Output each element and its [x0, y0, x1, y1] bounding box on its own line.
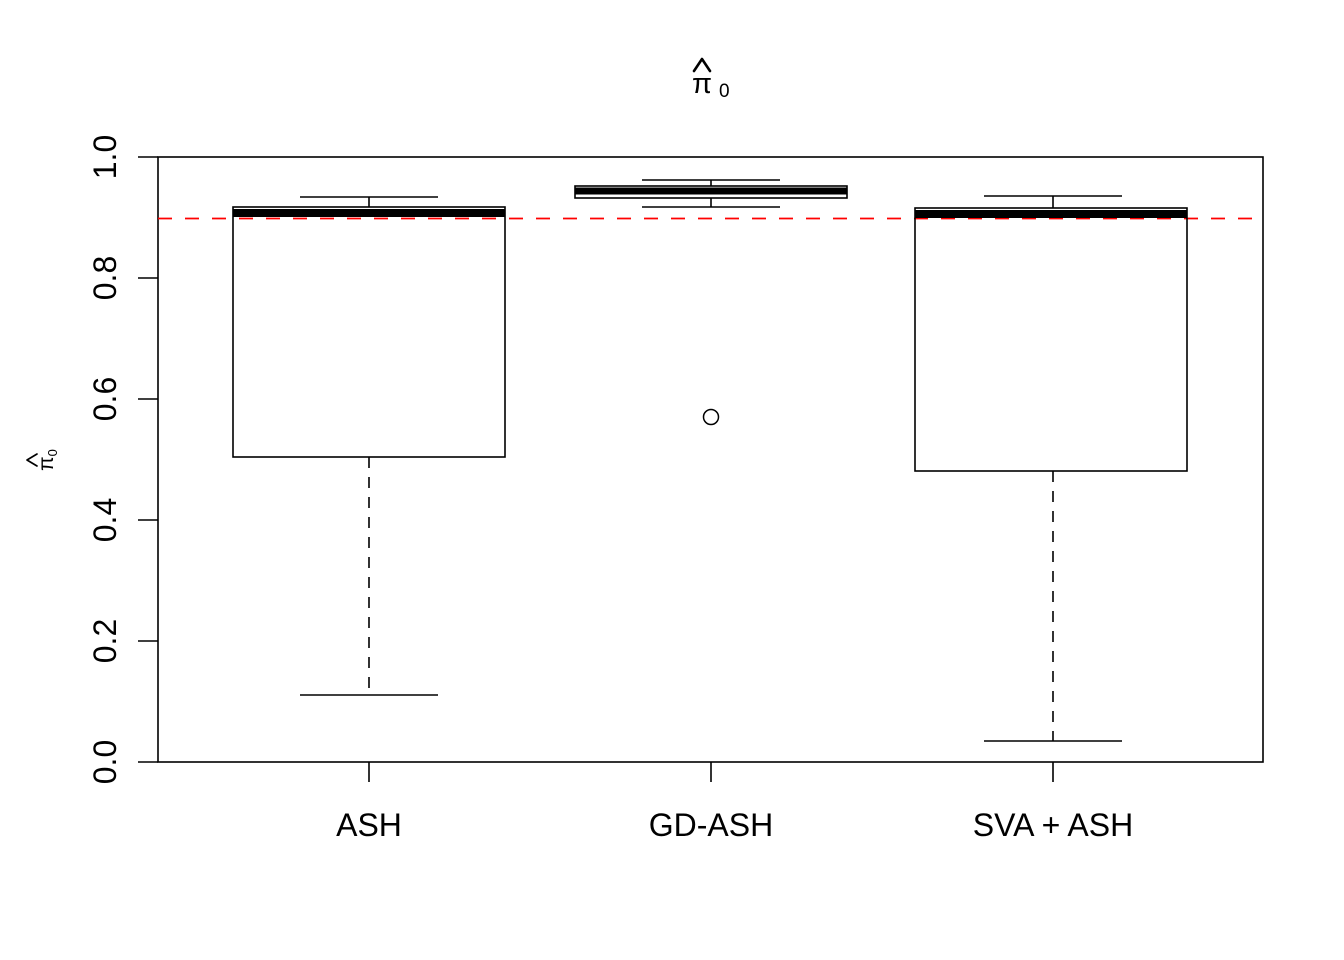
- svg-text:0: 0: [719, 81, 730, 102]
- svg-text:0.0: 0.0: [87, 740, 123, 784]
- svg-text:0.2: 0.2: [87, 619, 123, 663]
- svg-text:SVA + ASH: SVA + ASH: [973, 807, 1133, 843]
- svg-text:π: π: [692, 68, 712, 100]
- svg-text:0.8: 0.8: [87, 256, 123, 300]
- svg-text:0.4: 0.4: [87, 498, 123, 542]
- svg-text:0.6: 0.6: [87, 377, 123, 421]
- svg-text:ASH: ASH: [336, 807, 402, 843]
- svg-text:GD-ASH: GD-ASH: [649, 807, 773, 843]
- svg-text:1.0: 1.0: [87, 135, 123, 179]
